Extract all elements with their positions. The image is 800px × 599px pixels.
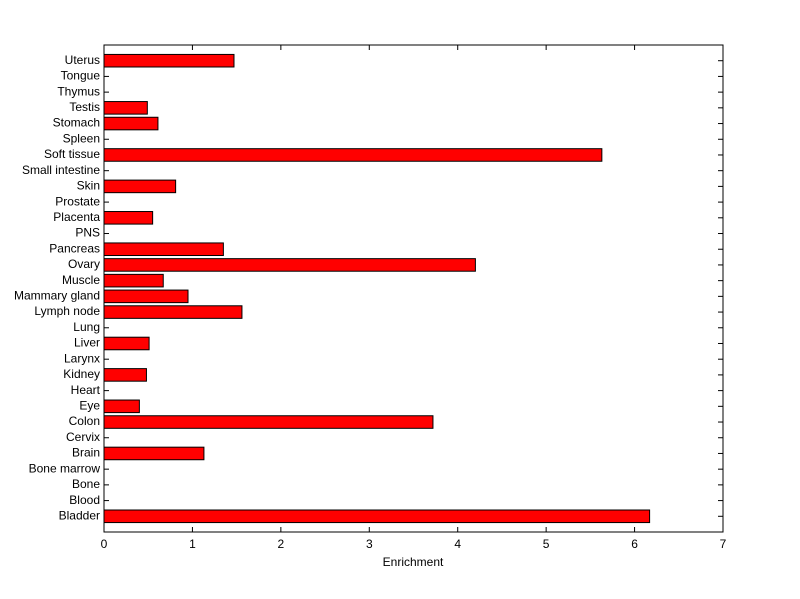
y-tick-label: Larynx: [64, 351, 100, 365]
y-tick-label: Brain: [72, 446, 100, 460]
y-tick-label: Testis: [69, 100, 100, 114]
x-axis-label: Enrichment: [383, 555, 444, 569]
y-tick-label: Pancreas: [49, 241, 100, 255]
y-tick-label: Heart: [71, 383, 101, 397]
y-tick-label: Uterus: [65, 53, 100, 67]
y-tick-label: Eye: [79, 398, 100, 412]
plot-frame: [103, 44, 724, 533]
x-tick-label: 5: [543, 537, 550, 551]
bar: [103, 446, 205, 461]
x-tick-label: 6: [631, 537, 638, 551]
bar: [103, 101, 148, 115]
bar: [103, 289, 189, 304]
bar: [103, 242, 224, 257]
y-tick-label: Thymus: [57, 84, 100, 98]
x-tick-label: 0: [101, 537, 108, 551]
y-tick-label: Bone marrow: [29, 461, 101, 475]
y-tick-label: Placenta: [53, 210, 100, 224]
y-tick-label: Lymph node: [34, 304, 100, 318]
y-tick-label: Colon: [69, 414, 100, 428]
bar: [103, 273, 164, 288]
y-tick-label: Tongue: [61, 69, 101, 83]
y-tick-label: Skin: [77, 179, 100, 193]
bar: [103, 179, 177, 194]
y-tick-label: Stomach: [53, 116, 100, 130]
y-tick-label: Lung: [73, 320, 100, 334]
y-tick-label: Bone: [72, 477, 100, 491]
bar: [103, 148, 603, 162]
x-tick-label: 1: [189, 537, 196, 551]
bar: [103, 368, 147, 382]
x-tick-label: 7: [720, 537, 727, 551]
y-tick-label: Soft tissue: [44, 147, 100, 161]
bar: [103, 258, 476, 272]
y-tick-label: Kidney: [63, 367, 100, 381]
y-tick-label: Cervix: [66, 430, 100, 444]
bar: [103, 509, 651, 524]
y-tick-label: Mammary gland: [14, 289, 100, 303]
bar: [103, 211, 154, 225]
bar: [103, 399, 140, 414]
y-tick-label: Muscle: [62, 273, 100, 287]
bar: [103, 116, 159, 131]
y-tick-label: Spleen: [63, 131, 100, 145]
bar: [103, 305, 243, 319]
y-tick-label: Bladder: [59, 508, 100, 522]
y-tick-label: Ovary: [68, 257, 100, 271]
x-tick-label: 3: [366, 537, 373, 551]
y-tick-label: Blood: [69, 493, 100, 507]
y-tick-label: Small intestine: [22, 163, 100, 177]
x-tick-label: 2: [278, 537, 285, 551]
bar: [103, 53, 235, 68]
bar: [103, 336, 150, 351]
x-tick-label: 4: [454, 537, 461, 551]
y-tick-label: Prostate: [55, 194, 100, 208]
bar: [103, 415, 434, 429]
y-tick-label: Liver: [74, 336, 100, 350]
y-tick-label: PNS: [75, 226, 100, 240]
